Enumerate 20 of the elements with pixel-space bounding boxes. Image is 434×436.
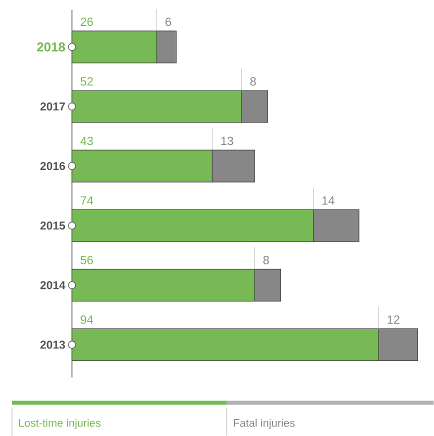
data-label: 8 (250, 77, 256, 86)
data-label: 13 (221, 136, 234, 146)
data-label: 26 (80, 18, 94, 26)
y-tick-label: 2016 (40, 162, 66, 170)
y-tick-label: 2014 (40, 281, 66, 290)
data-label: 14 (322, 196, 335, 205)
y-tick-label: 2015 (40, 222, 66, 230)
y-tick-label: 2017 (40, 102, 66, 111)
text: Fatal injuries (234, 418, 295, 429)
data-label: 52 (80, 77, 93, 86)
data-label: 74 (80, 196, 94, 205)
data-label: 8 (263, 256, 270, 264)
data-label: 6 (166, 18, 172, 26)
data-label: 43 (80, 136, 94, 146)
data-label: 94 (80, 315, 94, 324)
data-label: 56 (80, 256, 94, 264)
y-tick-label: 2018 (37, 42, 66, 52)
text: Lost-time injuries (19, 418, 101, 429)
data-label: 12 (388, 315, 400, 324)
y-tick-label: 2013 (40, 340, 66, 349)
